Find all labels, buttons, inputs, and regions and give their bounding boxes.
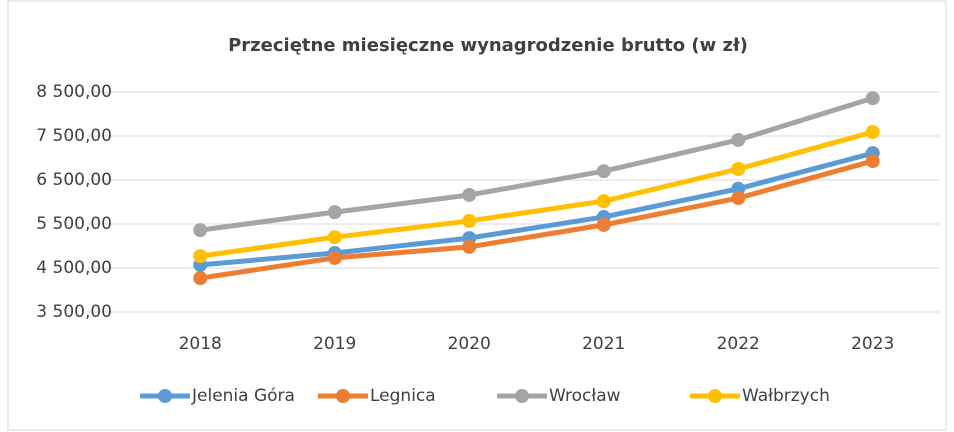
legend-label: Jelenia Góra xyxy=(191,386,295,406)
x-tick-label: 2020 xyxy=(448,334,491,354)
data-point xyxy=(865,154,880,169)
series-line xyxy=(199,95,874,233)
y-tick-label: 4 500,00 xyxy=(36,258,112,278)
legend-label: Wałbrzych xyxy=(742,386,830,406)
data-point xyxy=(193,271,208,286)
data-point xyxy=(731,191,746,206)
x-tick-label: 2019 xyxy=(313,334,356,354)
data-point xyxy=(731,132,746,147)
data-point xyxy=(462,239,477,254)
series-line xyxy=(199,158,874,281)
data-point xyxy=(865,91,880,106)
data-point xyxy=(193,223,208,238)
data-point xyxy=(327,205,342,220)
x-tick-label: 2018 xyxy=(179,334,222,354)
chart-title: Przeciętne miesięczne wynagrodzenie brut… xyxy=(228,35,748,56)
data-point xyxy=(462,213,477,228)
y-tick-label: 8 500,00 xyxy=(36,82,112,102)
legend-marker xyxy=(515,389,529,403)
x-tick-label: 2023 xyxy=(851,334,894,354)
y-tick-label: 5 500,00 xyxy=(36,214,112,234)
x-tick-label: 2021 xyxy=(582,334,625,354)
y-tick-label: 6 500,00 xyxy=(36,170,112,190)
legend-label: Legnica xyxy=(370,386,436,406)
chart-frame xyxy=(7,0,947,431)
data-point xyxy=(865,125,880,140)
y-tick-label: 7 500,00 xyxy=(36,126,112,146)
legend-marker xyxy=(708,389,722,403)
data-point xyxy=(193,249,208,264)
data-point xyxy=(327,250,342,265)
legend-marker xyxy=(158,389,172,403)
series-line xyxy=(199,129,874,259)
data-point xyxy=(596,164,611,179)
x-tick-label: 2022 xyxy=(717,334,760,354)
data-point xyxy=(731,162,746,176)
data-point xyxy=(462,187,477,202)
data-point xyxy=(596,194,611,209)
y-tick-label: 3 500,00 xyxy=(36,302,112,322)
series-line xyxy=(200,150,874,268)
data-point xyxy=(327,230,342,245)
legend-marker xyxy=(336,389,350,403)
legend-label: Wrocław xyxy=(549,386,621,406)
data-point xyxy=(596,217,611,232)
